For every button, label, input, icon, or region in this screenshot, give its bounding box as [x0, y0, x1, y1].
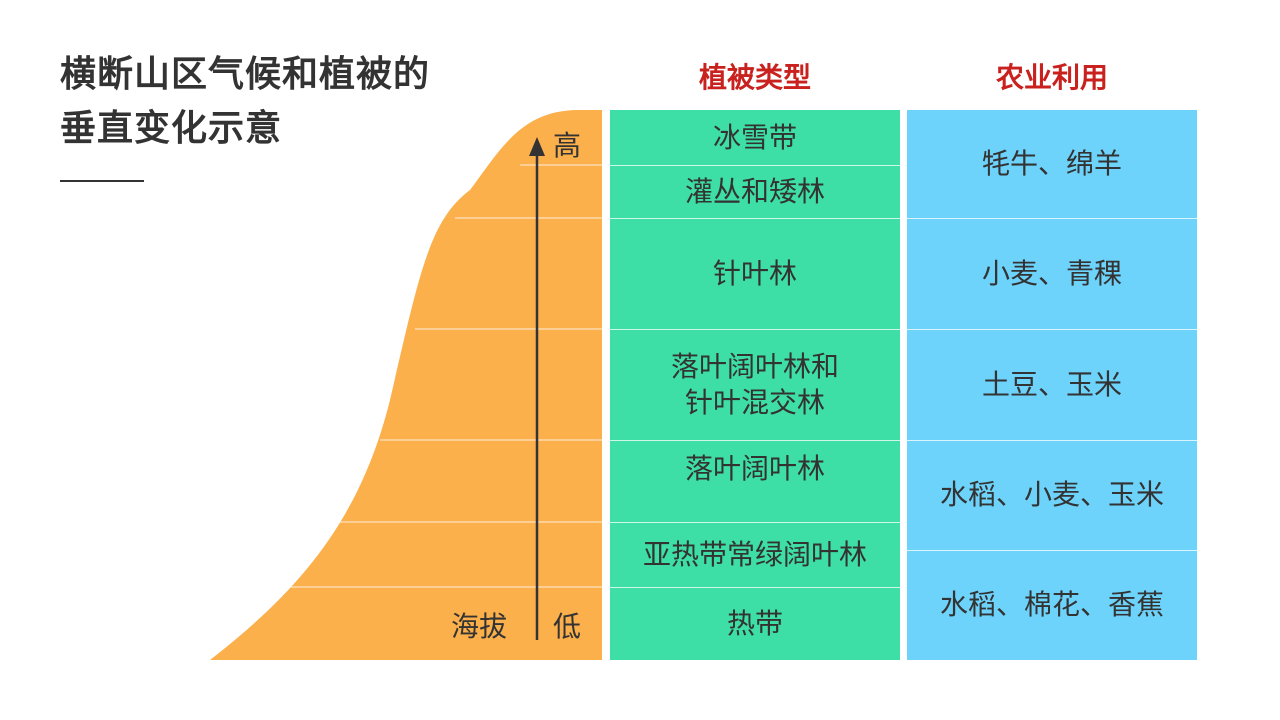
vegetation-cell: 亚热带常绿阔叶林 [610, 522, 900, 587]
axis-title: 海拔 [451, 610, 507, 643]
agriculture-cell: 小麦、青稞 [907, 218, 1197, 329]
agriculture-cell: 水稻、棉花、香蕉 [907, 550, 1197, 660]
agriculture-header: 农业利用 [995, 61, 1108, 94]
axis-high-label: 高 [553, 129, 581, 162]
vegetation-header: 植被类型 [698, 61, 811, 94]
vegetation-cell: 落叶阔叶林 [610, 440, 900, 522]
mountain-shape [210, 110, 602, 660]
vegetation-cell: 热带 [610, 587, 900, 660]
axis-low-label: 低 [553, 610, 581, 643]
title-underline [60, 180, 144, 182]
agriculture-cell: 水稻、小麦、玉米 [907, 440, 1197, 550]
mountain-band-lines [285, 164, 602, 588]
elevation-arrow-head [529, 137, 545, 156]
slide-title: 横断山区气候和植被的 垂直变化示意 [60, 48, 520, 156]
title-line-2: 垂直变化示意 [60, 108, 283, 149]
vegetation-cell: 落叶阔叶林和 针叶混交林 [610, 329, 900, 440]
vegetation-cell: 冰雪带 [610, 110, 900, 165]
agriculture-cell: 土豆、玉米 [907, 329, 1197, 440]
agriculture-column: 牦牛、绵羊 小麦、青稞 土豆、玉米 水稻、小麦、玉米 水稻、棉花、香蕉 [907, 110, 1197, 660]
agriculture-cell: 牦牛、绵羊 [907, 110, 1197, 218]
vegetation-column: 冰雪带 灌丛和矮林 针叶林 落叶阔叶林和 针叶混交林 落叶阔叶林 亚热带常绿阔叶… [610, 110, 900, 660]
title-line-1: 横断山区气候和植被的 [60, 54, 431, 95]
vegetation-cell: 针叶林 [610, 218, 900, 329]
vegetation-cell: 灌丛和矮林 [610, 165, 900, 218]
